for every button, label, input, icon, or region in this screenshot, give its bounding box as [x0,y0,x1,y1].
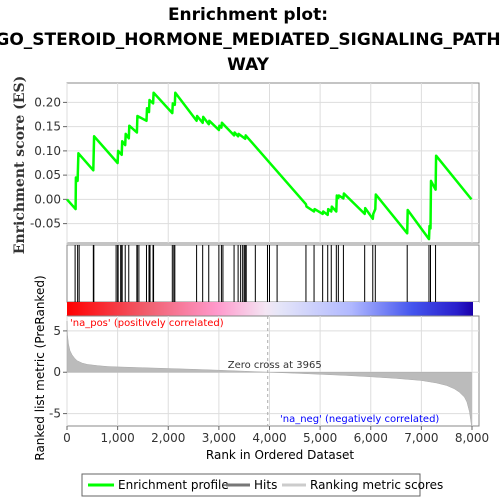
legend: Enrichment profile Hits Ranking metric s… [81,473,443,497]
pos-label: 'na_pos' (positively correlated) [70,318,224,329]
ranking-metric-area [66,320,472,427]
legend-label-profile: Enrichment profile [118,478,229,492]
legend-label-hits: Hits [254,478,277,492]
es-grid [66,83,479,243]
es-yticks: -0.05 0.00 0.05 0.10 0.15 0.20 [30,95,67,231]
x-tick-label-1: 1,000 [100,431,134,445]
es-ytick-label-5: 0.20 [34,95,61,109]
legend-label-ranking: Ranking metric scores [310,478,443,492]
ranking-yticks: -5 0 5 [49,324,67,421]
es-ytick-label-1: 0.00 [34,192,61,206]
x-tick-label-2: 2,000 [151,431,185,445]
x-tick-label-4: 4,000 [252,431,286,445]
x-axis: 0 1,000 2,000 3,000 4,000 5,000 6,000 7,000 8,00… [63,426,489,445]
legend-frame [81,473,421,497]
ranking-panel: -505 'na_pos' (positively correlated) Ze… [33,275,480,461]
neg-label: 'na_neg' (negatively correlated) [280,414,439,425]
x-tick-label-7: 7,000 [404,431,438,445]
ranking-ylabel: Ranked list metric (PreRanked) [33,275,47,460]
x-tick-label-5: 5,000 [303,431,337,445]
es-panel: -0.05 0.00 0.05 0.10 0.15 0.20 Enrichment sco… [12,76,480,254]
es-ytick-label-4: 0.15 [34,120,61,134]
rank-ytick-label-1: 0 [53,365,61,379]
x-tick-label-6: 6,000 [354,431,388,445]
es-ylabel: Enrichment score (ES) [12,76,28,254]
x-axis-label: Rank in Ordered Dataset [206,448,354,462]
title-line-2: GO_STEROID_HORMONE_MEDIATED_SIGNALING_PA… [0,30,500,50]
x-tick-label-0: 0 [63,431,71,445]
x-tick-label-8: 8,000 [455,431,489,445]
rank-color-bar-end [473,302,479,316]
rank-color-bar [67,302,473,316]
rank-ytick-label-0: -5 [49,407,61,421]
hits-lines [74,245,437,302]
zero-cross-label: Zero cross at 3965 [228,360,322,371]
es-panel-frame [66,82,480,244]
es-ytick-label-2: 0.05 [34,168,61,182]
title-line-1: Enrichment plot: [168,5,328,25]
hits-panel [66,244,480,303]
x-tick-label-3: 3,000 [202,431,236,445]
es-ytick-label-3: 0.10 [34,144,61,158]
title-line-3: WAY [227,55,270,75]
es-ytick-label-0: -0.05 [30,217,61,231]
chart-title: Enrichment plot: GO_STEROID_HORMONE_MEDI… [0,5,500,75]
enrichment-profile-line [66,91,473,241]
rank-ytick-label-2: 5 [53,324,61,338]
